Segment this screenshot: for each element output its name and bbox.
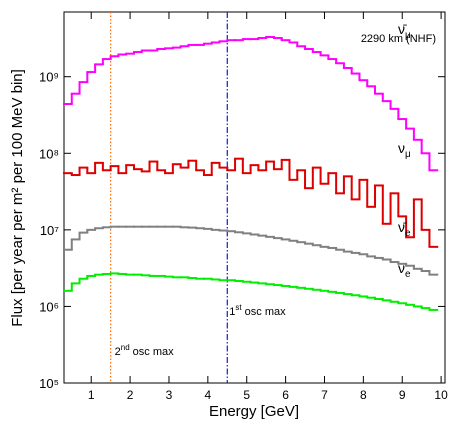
plot-frame [63, 11, 446, 384]
series-label-name: ν̄ [398, 21, 407, 37]
series-riser [70, 273, 431, 310]
x-tick-label: 3 [166, 388, 173, 402]
series-riser [70, 37, 431, 171]
x-tick-label: 9 [399, 388, 406, 402]
ref-annotation-number: 2 [115, 346, 121, 358]
series-label-sub: e [405, 228, 411, 239]
series-label-name: ν̄ [398, 219, 407, 235]
y-tick-label: 10⁷ [40, 223, 59, 238]
x-tick-label: 6 [282, 388, 289, 402]
x-tick-label: 7 [321, 388, 328, 402]
ref-annotation-text: osc max [133, 346, 174, 358]
ref-annotation: 2nd osc max [115, 343, 174, 358]
x-tick-label: 10 [434, 388, 448, 402]
series-label: νμ [398, 140, 411, 160]
ref-annotation-sup: nd [121, 343, 130, 352]
y-tick-label: 10⁵ [39, 376, 59, 391]
y-tick-label: 10⁸ [39, 146, 59, 161]
series-label: ν̄e [398, 219, 411, 239]
series-label-name: ν [398, 140, 405, 156]
x-tick-label: 8 [360, 388, 367, 402]
ref-annotation: 1st osc max [229, 303, 286, 318]
ref-annotation-number: 1 [229, 306, 235, 318]
y-tick-label: 10⁶ [39, 299, 59, 314]
ref-annotation-text: osc max [245, 306, 286, 318]
series-label-sub: μ [405, 30, 411, 41]
x-tick-label: 4 [205, 388, 212, 402]
x-tick-label: 1 [88, 388, 95, 402]
series-label: ν̄μ [398, 21, 411, 41]
y-axis-label: Flux [per year per m² per 100 MeV bin] [9, 69, 26, 327]
x-tick-label: 2 [127, 388, 134, 402]
y-tick-label: 10⁹ [39, 70, 59, 85]
x-tick-label: 5 [243, 388, 250, 402]
series-label: νe [398, 260, 411, 280]
series-label-sub: μ [405, 149, 411, 160]
ref-annotation-sup: st [235, 303, 242, 312]
x-axis-label: Energy [GeV] [209, 403, 299, 420]
series-label-sub: e [405, 269, 411, 280]
series-label-name: ν [398, 260, 405, 276]
annotation: 2290 km (NHF) [361, 33, 436, 45]
